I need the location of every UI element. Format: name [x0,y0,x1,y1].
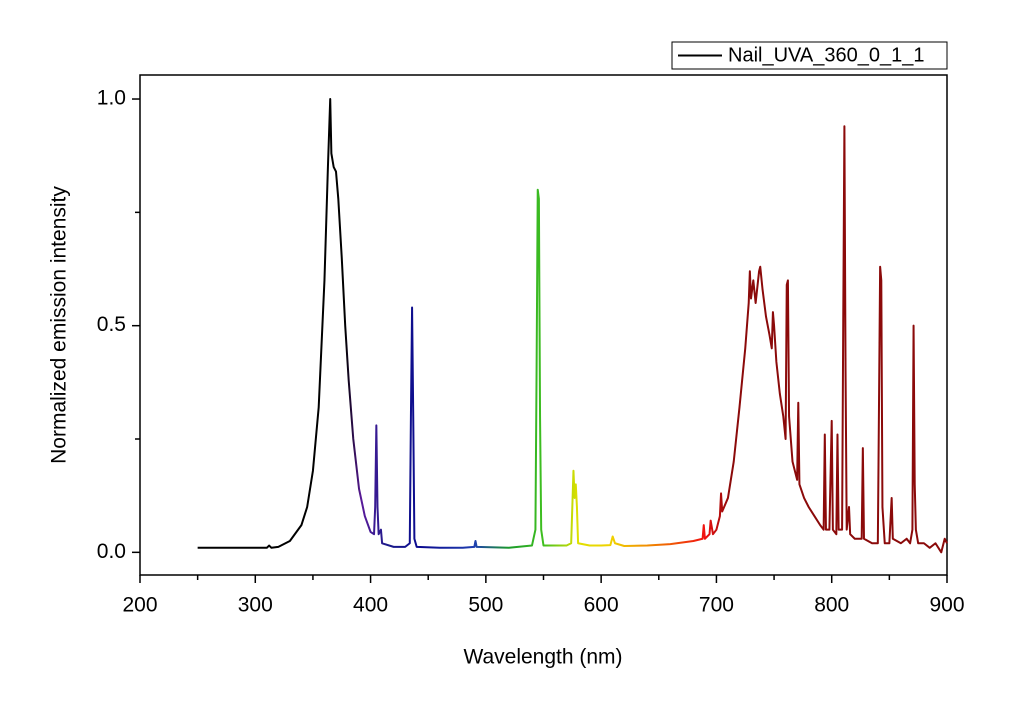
y-tick-label: 0.0 [97,540,126,563]
x-tick-label: 300 [238,594,273,617]
y-tick-label: 0.5 [97,313,126,336]
y-axis-label: Normalized emission intensity [48,186,71,464]
x-tick-label: 200 [122,594,157,617]
x-tick-label: 400 [353,594,388,617]
x-tick-label: 500 [468,594,503,617]
x-tick-label: 800 [814,594,849,617]
x-tick-label: 900 [929,594,964,617]
x-tick-label: 700 [699,594,734,617]
spectrum-line [197,98,948,554]
x-axis-label: Wavelength (nm) [463,646,622,669]
y-tick-label: 1.0 [97,87,126,110]
x-tick-label: 600 [584,594,619,617]
legend-label: Nail_UVA_360_0_1_1 [728,44,924,66]
